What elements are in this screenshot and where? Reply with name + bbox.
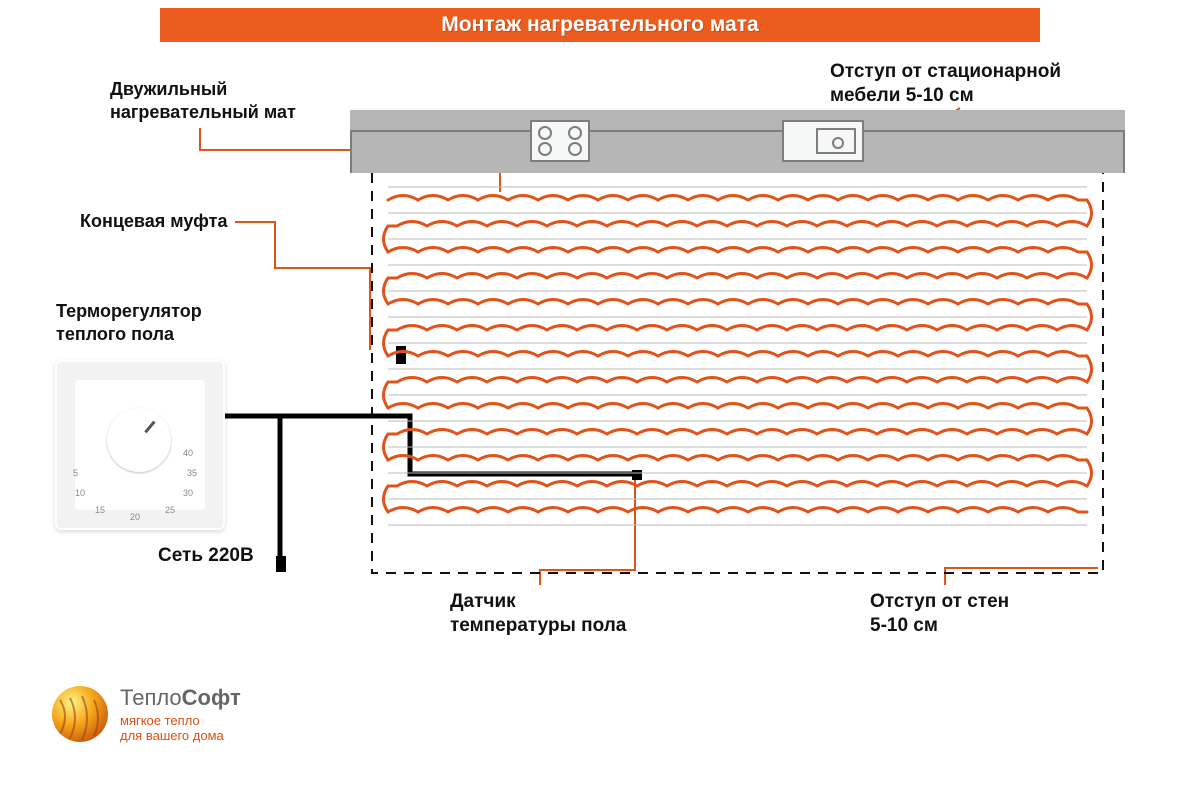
logo-name: ТеплоСофт <box>120 685 241 711</box>
label-power: Сеть 220В <box>158 544 254 568</box>
logo-tagline: мягкое тепло для вашего дома <box>120 713 241 744</box>
thermostat: 510152025303540 <box>55 360 225 530</box>
label-offset-furniture: Отступ от стационарной мебели 5-10 см <box>830 60 1110 108</box>
stove-icon <box>530 120 590 162</box>
label-sensor: Датчик температуры пола <box>450 590 626 638</box>
floorplan <box>370 110 1105 575</box>
kitchen-counter <box>350 110 1125 173</box>
sink-icon <box>782 120 864 162</box>
label-heating-mat: Двужильный нагревательный мат <box>110 78 330 123</box>
label-thermostat: Терморегулятор теплого пола <box>56 300 256 345</box>
logo-icon <box>52 686 108 742</box>
thermostat-dial <box>107 408 171 472</box>
heating-mat-area <box>370 173 1105 575</box>
brand-logo: ТеплоСофт мягкое тепло для вашего дома <box>52 685 241 744</box>
title: Монтаж нагревательного мата <box>160 8 1040 42</box>
label-offset-wall: Отступ от стен 5-10 см <box>870 590 1009 638</box>
label-end-sleeve: Концевая муфта <box>80 210 227 233</box>
